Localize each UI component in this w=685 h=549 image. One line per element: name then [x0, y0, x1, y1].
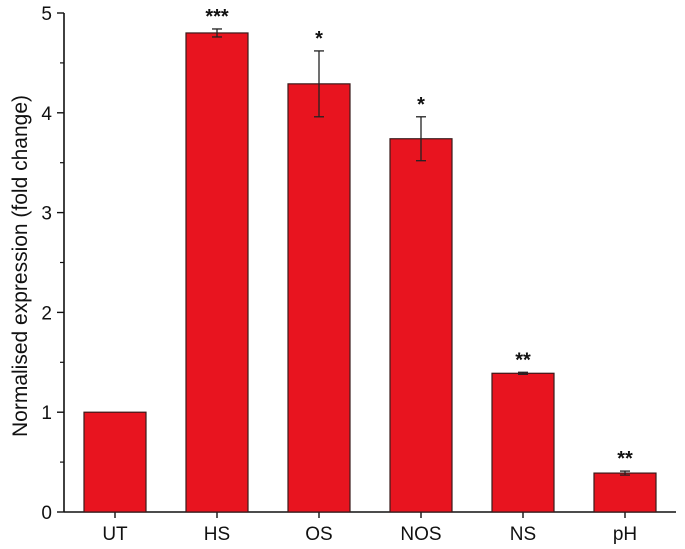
x-tick-label: NS — [510, 524, 536, 545]
error-bars — [212, 28, 630, 476]
x-tick-label: NOS — [400, 524, 441, 545]
x-tick-label: OS — [305, 524, 332, 545]
significance-label: *** — [205, 6, 229, 28]
x-tick-label: HS — [204, 524, 230, 545]
y-axis-title: Normalised expression (fold change) — [9, 95, 32, 437]
significance-label: ** — [617, 448, 633, 470]
significance-label: * — [417, 94, 425, 116]
y-tick-label: 1 — [41, 403, 52, 424]
bar-os — [287, 83, 351, 513]
significance-label: ** — [515, 349, 531, 371]
y-tick-label: 5 — [41, 4, 52, 25]
bar-ut — [83, 411, 147, 513]
bar-nos — [389, 138, 453, 513]
bar-ns — [491, 372, 555, 513]
labels: 0 1 2 3 4 5 UT HS *** OS * NOS * NS ** pH ** — [41, 4, 637, 545]
x-tick-label: UT — [102, 524, 128, 545]
significance-label: * — [315, 28, 323, 50]
axes — [57, 12, 676, 518]
y-tick-label: 3 — [41, 204, 52, 225]
bars — [83, 32, 657, 513]
x-tick-label: pH — [613, 524, 637, 545]
bar-hs — [185, 32, 249, 513]
y-tick-label: 4 — [41, 104, 52, 125]
bar-ph — [593, 472, 657, 513]
y-tick-label: 0 — [41, 503, 52, 524]
y-tick-label: 2 — [41, 303, 52, 324]
